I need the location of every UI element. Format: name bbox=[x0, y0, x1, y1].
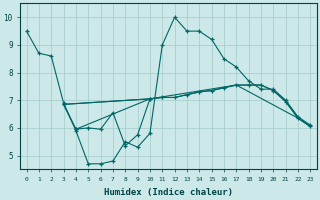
X-axis label: Humidex (Indice chaleur): Humidex (Indice chaleur) bbox=[104, 188, 233, 197]
